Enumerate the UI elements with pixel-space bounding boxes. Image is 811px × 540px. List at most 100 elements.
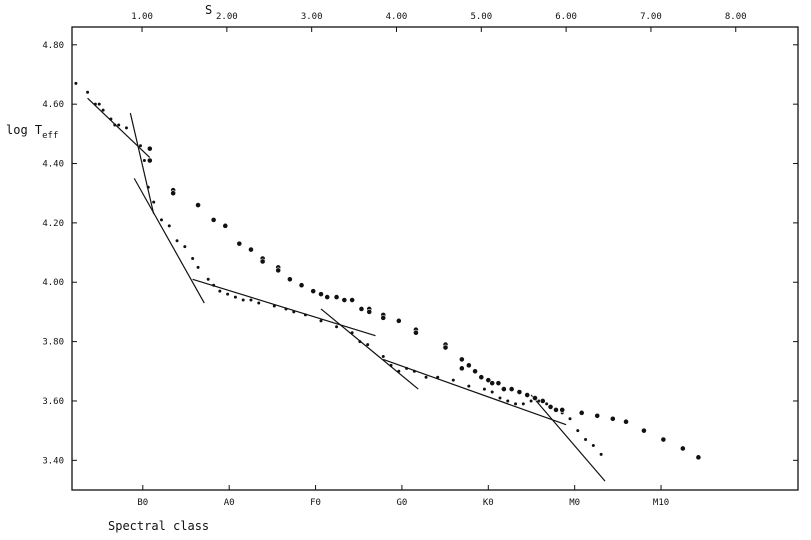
data-point-dot [183,245,187,249]
data-point-dot [93,102,97,106]
data-point-circle [413,329,419,336]
data-point-dot [568,417,572,421]
data-point-dot [109,117,113,121]
data-point-circle [195,202,201,208]
top-tick-label: 7.00 [640,12,662,22]
data-point-circle [695,454,702,461]
data-point-dot [146,185,150,189]
data-point-circle [516,389,523,395]
data-point-dot [249,298,253,302]
data-point-dot [335,325,339,329]
data-point-circle [458,365,465,372]
data-point-dot [412,369,416,373]
data-point-circle [660,436,667,443]
data-point-circle [310,288,317,295]
top-tick-label: 1.00 [131,12,153,22]
data-point-dot [467,384,471,388]
y-tick-label: 4.80 [42,41,64,51]
data-point-circle [559,406,566,413]
data-point-dot [389,363,393,367]
data-point-dot [233,295,237,299]
y-tick-label: 4.00 [42,278,64,288]
data-point-dot [591,443,595,447]
data-point-circle [508,386,515,392]
data-point-dot [366,343,370,347]
x-tick-label: G0 [397,498,408,508]
data-point-dot [358,340,362,344]
data-point-dot [451,378,455,382]
data-point-dot [272,304,276,308]
data-point-dot [292,310,296,314]
data-point-circle [358,306,365,312]
data-point-circle [210,217,217,223]
data-point-dot [424,375,428,379]
top-tick-label: 3.00 [301,12,323,22]
data-point-circle [349,297,356,303]
x-tick-label: F0 [310,498,321,508]
y-tick-label: 3.80 [42,338,64,348]
x-tick-label: A0 [224,498,235,508]
data-point-dot [397,369,401,373]
data-point-dot [175,239,179,243]
data-point-circle [623,418,629,425]
fit-line [320,308,419,390]
y-tick-label: 4.60 [42,100,64,110]
data-point-circle [380,314,387,321]
data-point-circle [609,415,616,422]
fit-line [192,278,376,337]
top-tick-label: 2.00 [216,12,238,22]
x-axis-title: Spectral class [108,519,209,533]
data-point-dot [152,200,156,204]
data-point-dot [138,144,142,148]
data-point-dot [167,224,171,228]
data-point-dot [537,399,541,403]
data-point-circle [553,406,559,413]
data-point-circle [236,240,243,247]
data-point-dot [117,123,121,127]
x-tick-label: B0 [137,498,148,508]
data-point-dot [212,283,216,287]
top-tick-label: 8.00 [725,12,747,22]
data-point-dot [241,298,245,302]
data-point-dot [319,319,323,323]
data-point-dot [284,307,288,311]
data-point-circle [472,368,478,375]
fit-line [129,112,155,215]
y-tick-label: 3.60 [42,397,64,407]
data-point-circle [539,398,546,404]
data-point-dot [101,108,105,112]
data-point-circle [532,395,538,401]
data-point-dot [545,402,549,406]
top-tick-label: 4.00 [386,12,408,22]
top-tick-label: 6.00 [555,12,577,22]
data-point-circle [465,362,472,369]
data-point-dot [490,390,494,394]
data-point-circle [641,427,647,434]
data-point-dot [159,218,163,222]
data-point-circle [146,157,153,164]
data-point-circle [318,291,324,298]
data-point-dot [206,277,210,281]
top-tick-label: 5.00 [470,12,492,22]
data-point-circle [146,145,153,152]
data-point-dot [584,438,588,442]
data-point-circle [248,246,254,253]
data-point-circle [333,294,340,300]
data-point-circle [366,309,373,315]
y-axis-ticks: 3.40 3.60 3.80 4.00 4.20 4.40 4.60 4.80 [42,41,798,466]
data-point-dot [97,102,101,106]
x-axis-bottom-ticks: B0 A0 F0 G0 K0 M0 M10 [137,485,669,508]
data-point-dot [482,387,486,391]
data-point-circle [679,445,686,452]
y-axis-title: log Teff [6,123,58,141]
data-point-dot [514,402,518,406]
data-point-dot [218,289,222,293]
data-point-dot [226,292,230,296]
data-point-dot [86,90,90,94]
data-points [74,81,702,461]
data-point-circle [495,380,502,387]
data-point-circle [170,190,177,197]
data-point-dot [599,452,603,456]
data-point-dot [303,313,307,317]
